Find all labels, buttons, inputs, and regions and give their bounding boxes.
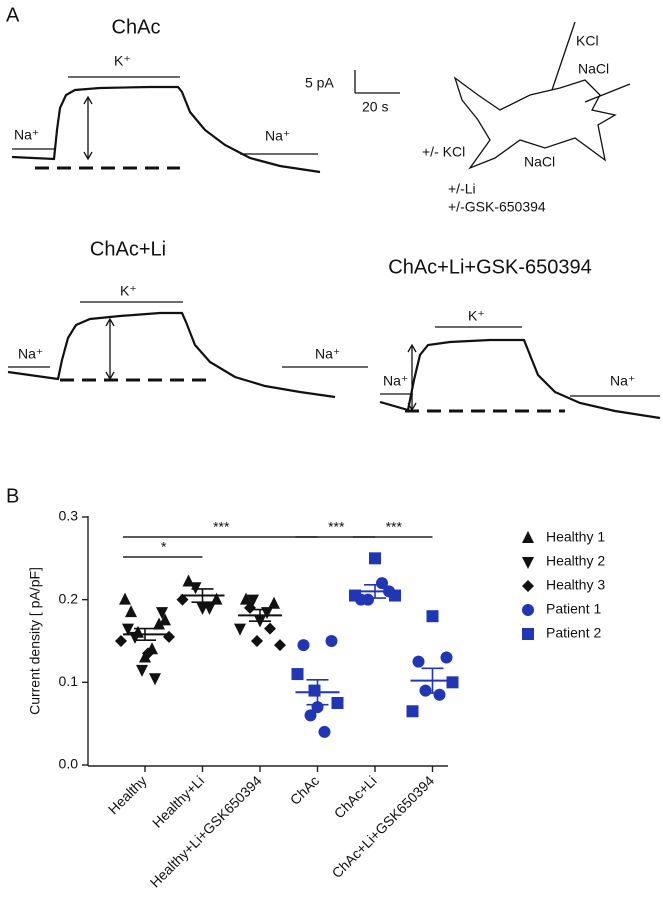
- trace-title: ChAc: [112, 16, 161, 38]
- data-point: [362, 593, 374, 606]
- significance-label: ***: [213, 519, 230, 535]
- data-point: [153, 617, 165, 630]
- diagram-label: NaCl: [578, 61, 609, 77]
- trace-title: ChAc+Li: [90, 238, 166, 260]
- data-point: [369, 552, 381, 565]
- data-point: [163, 630, 175, 643]
- data-point: [291, 668, 304, 681]
- trace-label: Na⁺: [14, 127, 39, 143]
- scale-label: 5 pA: [305, 75, 334, 91]
- trace-label: Na⁺: [610, 373, 635, 389]
- trace-label: K⁺: [114, 53, 131, 69]
- data-point: [176, 593, 189, 606]
- legend-marker: [522, 531, 534, 543]
- trace-label: K⁺: [120, 283, 137, 299]
- diagram-label: NaCl: [524, 154, 555, 170]
- x-tick-label: Healthy+Li: [149, 772, 207, 830]
- trace-label: Na⁺: [18, 346, 43, 362]
- data-point: [440, 651, 453, 664]
- trace-label: Na⁺: [315, 346, 340, 362]
- arrow-heads: [83, 95, 93, 161]
- x-tick-label: ChAc+Li+GSK650394: [329, 772, 438, 881]
- data-point: [119, 592, 131, 605]
- data-point: [115, 635, 127, 647]
- legend-marker: [522, 557, 534, 569]
- x-tick-label: ChAc+Li: [331, 772, 380, 821]
- arrow-heads: [105, 317, 115, 381]
- data-point: [142, 647, 154, 660]
- y-tick-label: 0.3: [59, 508, 79, 524]
- legend-label: Patient 2: [546, 625, 601, 641]
- data-point: [234, 623, 246, 636]
- trace-label: Na⁺: [265, 128, 290, 144]
- data-point: [325, 635, 338, 647]
- data-point: [251, 635, 263, 647]
- data-point: [426, 610, 439, 623]
- data-point: [389, 589, 401, 602]
- x-tick-label: Healthy+Li+GSK650394: [147, 772, 265, 890]
- data-point: [446, 676, 459, 689]
- legend-marker: [522, 580, 534, 592]
- data-point: [244, 601, 256, 614]
- current-trace: [11, 85, 321, 174]
- y-tick-label: 0.1: [59, 673, 79, 689]
- data-point: [349, 589, 361, 602]
- legend-label: Patient 1: [546, 601, 601, 617]
- x-tick-label: Healthy: [105, 772, 150, 817]
- legend-label: Healthy 2: [546, 553, 605, 569]
- legend-marker: [522, 628, 534, 640]
- data-point: [159, 613, 171, 626]
- trace-label: Na⁺: [383, 373, 408, 389]
- x-tick-label: ChAc: [287, 772, 323, 808]
- trace-title: ChAc+Li+GSK-650394: [388, 256, 591, 278]
- data-point: [376, 577, 388, 590]
- scale-label: 20 s: [362, 99, 388, 115]
- data-point: [419, 684, 432, 697]
- data-point: [196, 602, 209, 615]
- data-point: [240, 592, 252, 605]
- cell-outline: [453, 76, 617, 170]
- data-point: [136, 664, 148, 677]
- data-point: [274, 639, 286, 652]
- data-point: [125, 605, 137, 618]
- current-trace: [379, 338, 661, 420]
- significance-label: ***: [386, 519, 403, 535]
- significance-label: *: [161, 539, 167, 555]
- y-axis-label: Current density [ pA/pF]: [27, 567, 43, 715]
- data-point: [149, 673, 161, 686]
- data-point: [139, 650, 151, 663]
- data-point: [247, 594, 259, 607]
- pipette: [584, 83, 631, 103]
- data-point: [264, 622, 276, 635]
- data-point: [268, 596, 280, 609]
- data-point: [406, 705, 419, 718]
- diagram-label: +/-Li: [448, 181, 476, 197]
- diagram-label: KCl: [576, 33, 599, 49]
- pipette: [551, 21, 576, 91]
- panel-label: A: [6, 4, 20, 26]
- data-point: [318, 725, 331, 738]
- significance-label: ***: [328, 519, 345, 535]
- diagram-label: +/-GSK-650394: [448, 199, 546, 215]
- diagram-label: +/- KCl: [422, 144, 465, 160]
- legend-marker: [522, 604, 534, 616]
- trace-label: K⁺: [468, 308, 485, 324]
- data-point: [304, 709, 317, 722]
- current-trace: [7, 311, 336, 399]
- data-point: [331, 697, 344, 709]
- data-point: [433, 688, 446, 701]
- data-point: [412, 655, 425, 668]
- legend-label: Healthy 3: [546, 577, 605, 593]
- y-tick-label: 0.0: [59, 756, 79, 772]
- arrow-heads: [407, 343, 417, 412]
- y-tick-label: 0.2: [59, 590, 79, 606]
- panel-label: B: [6, 485, 19, 507]
- legend-label: Healthy 1: [546, 529, 605, 545]
- data-point: [156, 607, 168, 620]
- data-point: [308, 684, 321, 697]
- data-point: [122, 623, 134, 636]
- data-point: [297, 639, 310, 652]
